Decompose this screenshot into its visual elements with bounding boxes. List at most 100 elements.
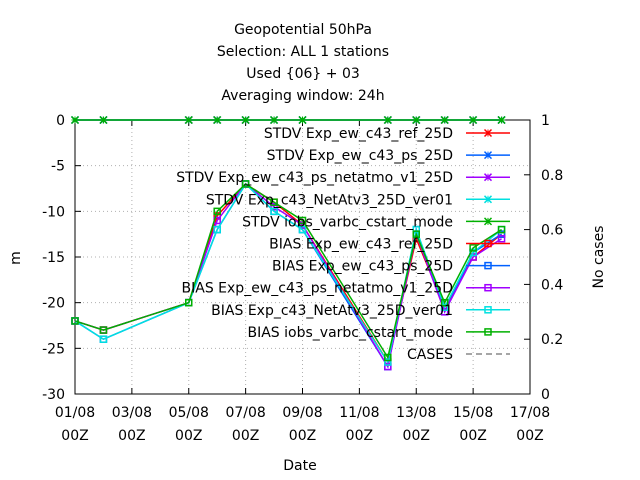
x-tick-label: 13/08 <box>396 405 436 421</box>
series-6 <box>71 180 506 371</box>
data-point <box>213 225 221 234</box>
data-point <box>483 195 493 204</box>
x-tick-label-time: 00Z <box>118 428 145 444</box>
series <box>70 115 506 371</box>
data-point <box>241 180 250 188</box>
data-point <box>99 115 108 125</box>
x-tick-label-time: 00Z <box>346 428 373 444</box>
y-tick-label: -30 <box>42 387 65 403</box>
legend: STDV Exp_ew_c43_ref_25D STDV Exp_ew_c43_p… <box>176 126 510 363</box>
x-tick-label-time: 00Z <box>289 428 316 444</box>
legend-item: BIAS Exp_ew_c43_ref_25D <box>269 237 510 253</box>
legend-label: BIAS Exp_ew_c43_ps_25D <box>272 259 453 275</box>
x-tick-label: 01/08 <box>55 405 95 421</box>
x-tick-label: 03/08 <box>112 405 152 421</box>
x-tick-label: 11/08 <box>339 405 379 421</box>
title-line: Averaging window: 24h <box>221 88 384 104</box>
data-point <box>71 317 79 325</box>
y2-axis: 1 0.8 0.6 0.4 0.2 0 <box>524 113 563 403</box>
y-tick-label: -25 <box>42 341 65 357</box>
legend-label: CASES <box>407 347 453 363</box>
series-4 <box>70 115 506 125</box>
x-tick-label: 09/08 <box>282 405 322 421</box>
x-tick-label-time: 00Z <box>459 428 486 444</box>
data-point <box>270 207 278 216</box>
data-point <box>497 225 506 234</box>
series-7 <box>71 180 506 371</box>
y2-tick-label: 0.6 <box>541 223 563 239</box>
data-point <box>241 115 250 125</box>
data-point <box>412 230 420 238</box>
data-point <box>99 335 108 343</box>
data-point <box>440 115 449 125</box>
data-point <box>384 362 392 371</box>
x-tick-label-time: 00Z <box>232 428 259 444</box>
x-tick-label-time: 00Z <box>403 428 430 444</box>
chart-title: Geopotential 50hPa Selection: ALL 1 stati… <box>217 22 389 104</box>
legend-item: BIAS Exp_ew_c43_ps_25D <box>272 259 510 275</box>
y-tick-label: -15 <box>42 250 65 266</box>
data-point <box>484 239 492 248</box>
series-line <box>74 182 502 360</box>
legend-item: BIAS Exp_ew_c43_ps_netatmo_v1_25D <box>182 281 510 297</box>
series-line <box>74 182 503 364</box>
data-point <box>497 234 506 243</box>
y2-tick-label: 1 <box>541 113 550 129</box>
data-point <box>384 353 392 362</box>
x-tick-label-time: 00Z <box>61 428 88 444</box>
legend-label: STDV Exp_ew_c43_ps_25D <box>267 148 453 164</box>
legend-item: STDV iobs_varbc_cstart_mode <box>242 214 510 230</box>
legend-label: STDV iobs_varbc_cstart_mode <box>242 214 453 230</box>
data-point <box>484 306 492 314</box>
data-point <box>70 115 80 125</box>
x-axis: 01/08 00Z 03/08 00Z 05/08 00Z 07/08 00Z 09/08 00Z… <box>55 120 550 444</box>
title-line: Selection: ALL 1 stations <box>217 44 389 60</box>
legend-item: BIAS iobs_varbc_cstart_mode <box>248 325 510 341</box>
data-point <box>213 207 221 216</box>
data-point <box>484 283 492 292</box>
data-point <box>440 298 449 307</box>
x-tick-label: 17/08 <box>510 405 550 421</box>
data-point <box>213 115 222 125</box>
legend-label: BIAS Exp_ew_c43_ps_netatmo_v1_25D <box>182 281 453 297</box>
x-tick-label-time: 00Z <box>175 428 202 444</box>
legend-item: BIAS Exp_c43_NetAtv3_25D_ver01 <box>211 303 510 319</box>
y-tick-label: -5 <box>51 159 65 175</box>
legend-label: BIAS Exp_ew_c43_ref_25D <box>269 237 453 253</box>
y-tick-label: -20 <box>42 296 65 312</box>
x-axis-label: Date <box>283 458 316 474</box>
data-point <box>270 198 278 206</box>
y2-tick-label: 0 <box>541 387 550 403</box>
data-point <box>484 328 492 336</box>
x-tick-label: 07/08 <box>225 405 265 421</box>
legend-item: CASES <box>407 347 510 363</box>
data-point <box>99 326 108 334</box>
legend-label: BIAS Exp_c43_NetAtv3_25D_ver01 <box>211 303 453 319</box>
x-tick-label-time: 00Z <box>516 428 543 444</box>
y-axis-label: m <box>8 251 24 265</box>
y-tick-label: -10 <box>42 204 65 220</box>
y-tick-label: 0 <box>56 113 65 129</box>
data-point <box>298 115 307 125</box>
legend-label: STDV Exp_ew_c43_ref_25D <box>264 126 453 142</box>
y2-axis-label: No cases <box>591 226 607 289</box>
data-point <box>185 298 193 307</box>
x-tick-label: 15/08 <box>453 405 493 421</box>
legend-item: STDV Exp_ew_c43_ref_25D <box>264 126 510 142</box>
data-point <box>384 358 392 366</box>
y2-tick-label: 0.8 <box>541 168 563 184</box>
data-point <box>484 261 492 270</box>
data-point <box>469 115 478 125</box>
y-axis: 0 -5 -10 -15 -20 -25 -30 <box>42 113 81 403</box>
data-point <box>497 115 506 125</box>
y2-tick-label: 0.2 <box>541 332 563 348</box>
legend-item: STDV Exp_ew_c43_ps_netatmo_v1_25D <box>176 170 510 186</box>
y2-tick-label: 0.4 <box>541 277 563 293</box>
data-point <box>270 203 278 211</box>
data-point <box>383 115 392 125</box>
data-point <box>483 128 493 138</box>
data-point <box>298 225 307 234</box>
data-point <box>412 115 421 125</box>
title-line: Geopotential 50hPa <box>234 22 372 38</box>
